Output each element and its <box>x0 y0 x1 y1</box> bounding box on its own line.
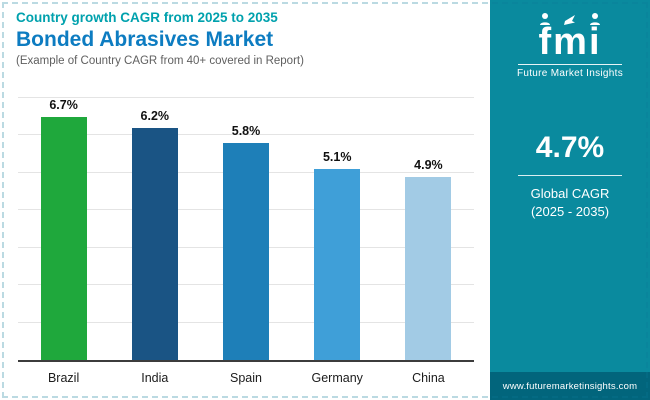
bar <box>40 117 87 360</box>
page-title: Bonded Abrasives Market <box>16 28 274 51</box>
bar-category-label: India <box>141 371 169 385</box>
global-cagr-value: 4.7% <box>535 131 605 165</box>
bar-category-label: Germany <box>311 371 363 385</box>
bar-value-label: 6.2% <box>140 108 170 123</box>
cagr-label-line2: (2025 - 2035) <box>530 204 610 220</box>
chart-eyebrow: Country growth CAGR from 2025 to 2035 <box>16 10 278 25</box>
logo-text: fmi <box>538 21 602 63</box>
header: Country growth CAGR from 2025 to 2035 Bo… <box>0 0 490 67</box>
bar-category-label: Brazil <box>47 371 80 385</box>
chart-panel: Country growth CAGR from 2025 to 2035 Bo… <box>0 0 490 385</box>
bar-value-label: 5.8% <box>231 123 261 138</box>
chart-subtitle: (Example of Country CAGR from 40+ covere… <box>16 55 304 67</box>
logo-rule <box>518 64 622 66</box>
bar-category-label: Spain <box>230 371 262 385</box>
bar <box>131 127 178 360</box>
website-footer: www.futuremarketinsights.com <box>490 372 650 400</box>
bar-column: 6.7% <box>18 98 109 360</box>
bar-category-label: China <box>412 371 445 385</box>
website-link[interactable]: www.futuremarketinsights.com <box>502 380 638 392</box>
bar-column: 5.8% <box>200 98 291 360</box>
logo-icons <box>540 13 600 25</box>
bar-value-label: 6.7% <box>49 98 78 112</box>
person-icon <box>542 13 548 19</box>
cagr-label-line1: Global CAGR <box>530 186 610 202</box>
global-cagr-label: Global CAGR (2025 - 2035) <box>531 185 610 221</box>
bar-column: 5.1% <box>292 98 383 360</box>
brand-sidebar: fmi Future Market Insights 4.7% Global C… <box>490 0 650 400</box>
bar-column: 4.9% <box>383 98 474 360</box>
bar <box>223 142 269 360</box>
plot-area: 6.7% 6.2% 5.8% 5.1% 4.9% <box>18 97 474 362</box>
bar <box>314 169 361 360</box>
fmi-logo: fmi Future Market Insights <box>517 12 623 79</box>
brand-name: Future Market Insights <box>516 68 624 80</box>
grid-line <box>18 97 474 98</box>
x-axis-labels: Brazil India Spain Germany China <box>18 371 474 385</box>
cagr-divider <box>518 175 622 177</box>
bar-value-label: 5.1% <box>322 150 352 165</box>
bar-value-label: 4.9% <box>414 157 443 172</box>
bar-column: 6.2% <box>109 98 200 360</box>
bar <box>405 176 452 360</box>
person-icon <box>592 13 598 19</box>
bar-chart: 6.7% 6.2% 5.8% 5.1% 4.9% Brazil India Spain Ger… <box>18 97 474 385</box>
grid-line <box>18 134 474 136</box>
bars-container: 6.7% 6.2% 5.8% 5.1% 4.9% <box>18 98 474 360</box>
plane-icon <box>564 15 575 25</box>
